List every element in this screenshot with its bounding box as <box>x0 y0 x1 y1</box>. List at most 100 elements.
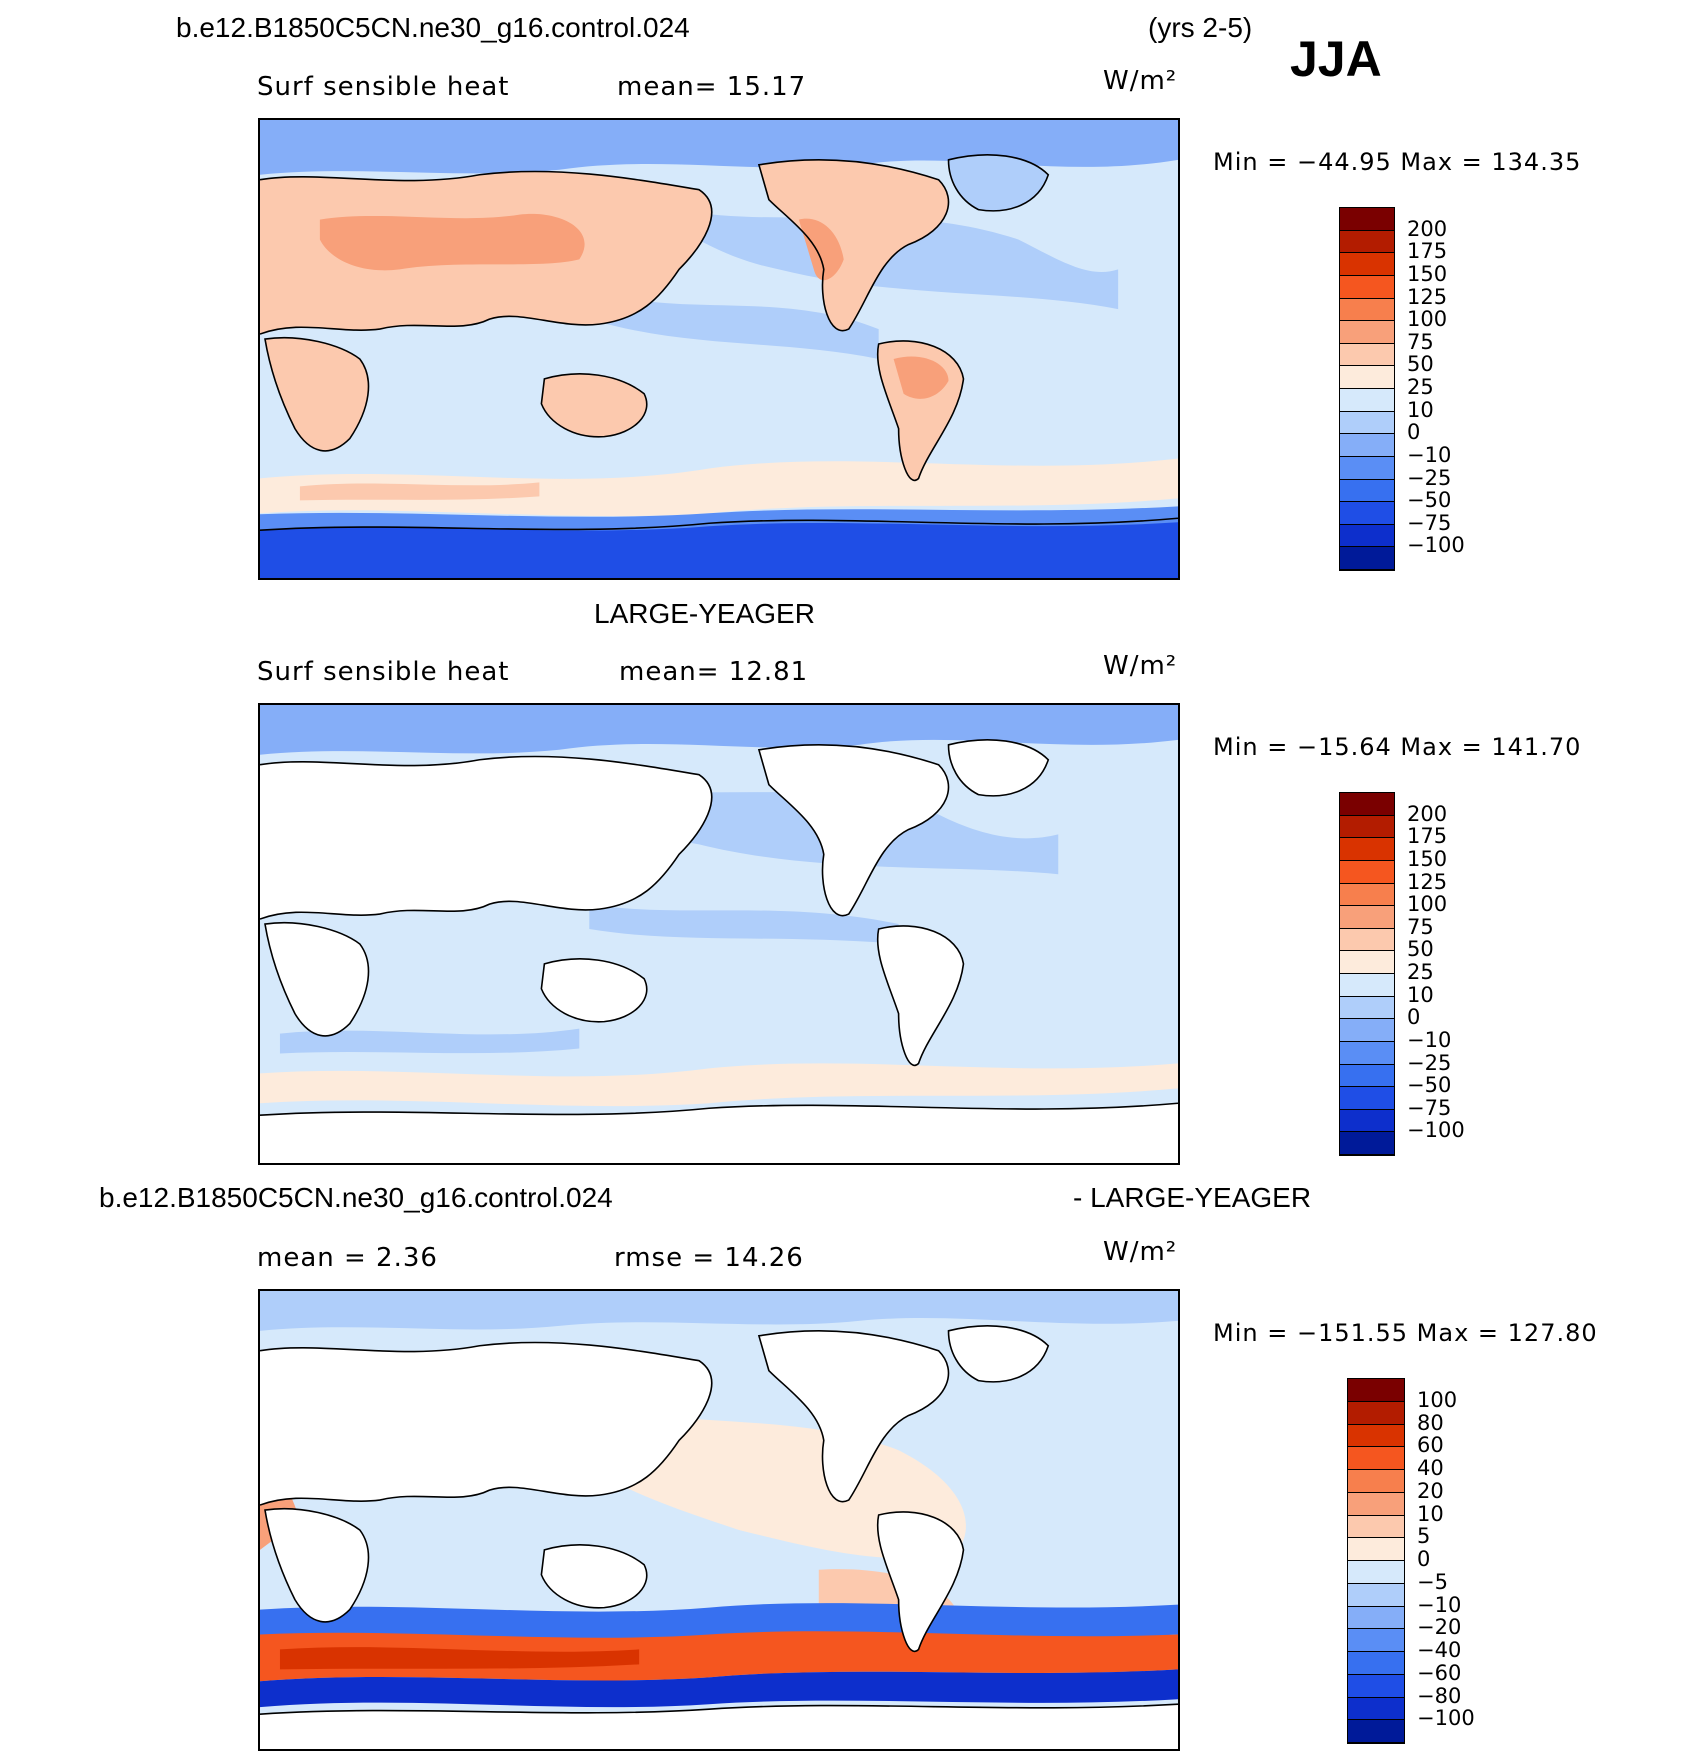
colorbar-box <box>1340 456 1394 480</box>
colorbar-box <box>1340 411 1394 435</box>
panel3-rmse: rmse = 14.26 <box>614 1243 804 1273</box>
panel1-map <box>258 118 1180 580</box>
panel2-units: W/m² <box>1103 651 1178 681</box>
colorbar-box <box>1340 298 1394 322</box>
case-title: b.e12.B1850C5CN.ne30_g16.control.024 <box>176 12 690 43</box>
colorbar-box <box>1340 434 1394 457</box>
panel2-colorbar <box>1339 792 1395 1156</box>
panel3-map <box>258 1289 1180 1751</box>
colorbar-box <box>1340 389 1394 412</box>
colorbar-box <box>1340 479 1394 503</box>
colorbar-box <box>1348 1652 1404 1675</box>
colorbar-label: 0 <box>1407 1005 1421 1030</box>
panel3-title-right: - LARGE-YEAGER <box>1073 1182 1312 1213</box>
years-label: (yrs 2-5) <box>1148 12 1253 43</box>
colorbar-box <box>1348 1401 1404 1425</box>
colorbar-box <box>1348 1561 1404 1584</box>
colorbar-label: 200 <box>1407 216 1448 241</box>
colorbar-label: −5 <box>1417 1569 1448 1594</box>
colorbar-label: 10 <box>1417 1501 1444 1526</box>
colorbar-label: −80 <box>1417 1683 1462 1708</box>
colorbar-box <box>1340 1132 1394 1155</box>
colorbar-label: 25 <box>1407 375 1434 399</box>
colorbar-box <box>1340 502 1394 525</box>
colorbar-label: 175 <box>1407 239 1448 264</box>
colorbar-box <box>1348 1538 1404 1561</box>
colorbar-box <box>1340 928 1394 952</box>
colorbar-box <box>1340 1087 1394 1110</box>
colorbar-box <box>1348 1674 1404 1698</box>
colorbar-box <box>1340 275 1394 299</box>
colorbar-label: −40 <box>1417 1638 1462 1662</box>
colorbar-label: 20 <box>1417 1478 1444 1503</box>
colorbar-box <box>1340 1019 1394 1042</box>
panel1-colorbar <box>1339 207 1395 571</box>
colorbar-box <box>1340 343 1394 367</box>
colorbar-box <box>1348 1447 1404 1470</box>
colorbar-label: 150 <box>1407 846 1448 871</box>
panel3-colorbar <box>1347 1378 1405 1744</box>
colorbar-box <box>1340 906 1394 929</box>
colorbar-box <box>1340 253 1394 276</box>
panel2-minmax: Min = −15.64 Max = 141.70 <box>1213 733 1582 761</box>
colorbar-box <box>1340 547 1394 570</box>
panel3-mean: mean = 2.36 <box>257 1243 438 1273</box>
panel1-units: W/m² <box>1103 66 1178 96</box>
panel3-minmax: Min = −151.55 Max = 127.80 <box>1213 1319 1598 1347</box>
colorbar-box <box>1340 1041 1394 1065</box>
colorbar-label: −25 <box>1407 465 1452 490</box>
panel2-title: LARGE-YEAGER <box>594 598 815 629</box>
colorbar-box <box>1340 815 1394 839</box>
colorbar-box <box>1340 974 1394 997</box>
colorbar-label: 25 <box>1407 960 1434 984</box>
colorbar-box <box>1348 1424 1404 1448</box>
colorbar-label: 175 <box>1407 824 1448 849</box>
panel3-title-left: b.e12.B1850C5CN.ne30_g16.control.024 <box>99 1182 613 1213</box>
colorbar-label: −60 <box>1417 1660 1462 1685</box>
colorbar-label: −25 <box>1407 1050 1452 1075</box>
colorbar-box <box>1340 996 1394 1020</box>
colorbar-label: 50 <box>1407 937 1434 962</box>
colorbar-label: −75 <box>1407 510 1452 535</box>
colorbar-box <box>1348 1697 1404 1721</box>
season-label: JJA <box>1290 31 1382 87</box>
colorbar-label: −10 <box>1407 1027 1452 1052</box>
colorbar-box <box>1340 860 1394 884</box>
colorbar-label: −50 <box>1407 488 1452 513</box>
colorbar-label: 0 <box>1407 420 1421 445</box>
panel1-variable: Surf sensible heat <box>257 72 510 102</box>
colorbar-label: −10 <box>1407 442 1452 467</box>
colorbar-box <box>1340 366 1394 389</box>
colorbar-box <box>1340 321 1394 344</box>
colorbar-box <box>1340 838 1394 861</box>
colorbar-label: 10 <box>1407 397 1434 422</box>
colorbar-box <box>1348 1583 1404 1607</box>
panel1-minmax: Min = −44.95 Max = 134.35 <box>1213 148 1582 176</box>
colorbar-label: 150 <box>1407 261 1448 286</box>
colorbar-box <box>1348 1492 1404 1516</box>
colorbar-label: 100 <box>1417 1387 1458 1412</box>
colorbar-box <box>1348 1720 1404 1743</box>
colorbar-box <box>1348 1379 1404 1402</box>
colorbar-box <box>1340 1064 1394 1088</box>
colorbar-label: 40 <box>1417 1456 1444 1480</box>
panel3-units: W/m² <box>1103 1237 1178 1267</box>
panel2-mean: mean= 12.81 <box>619 657 809 687</box>
colorbar-label: 80 <box>1417 1410 1444 1435</box>
panel2-variable: Surf sensible heat <box>257 657 510 687</box>
colorbar-label: 0 <box>1417 1547 1431 1571</box>
colorbar-box <box>1340 208 1394 231</box>
colorbar-box <box>1348 1606 1404 1630</box>
colorbar-label: −100 <box>1417 1706 1475 1731</box>
colorbar-label: −20 <box>1417 1615 1462 1640</box>
colorbar-label: 125 <box>1407 284 1448 309</box>
colorbar-label: 100 <box>1407 892 1448 917</box>
colorbar-label: −100 <box>1407 533 1465 558</box>
colorbar-label: 50 <box>1407 352 1434 377</box>
colorbar-box <box>1340 793 1394 816</box>
colorbar-label: −50 <box>1407 1073 1452 1098</box>
colorbar-label: 75 <box>1407 914 1434 939</box>
colorbar-box <box>1340 1109 1394 1133</box>
colorbar-label: 5 <box>1417 1524 1431 1549</box>
colorbar-label: 10 <box>1407 982 1434 1007</box>
